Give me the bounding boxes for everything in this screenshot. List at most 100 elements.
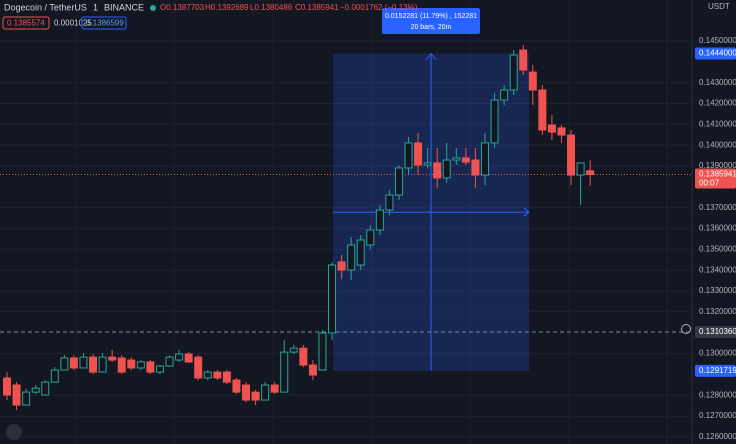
candle-body <box>337 261 346 271</box>
price-tag-label: 0.1291719 <box>699 366 736 375</box>
candle-body <box>471 159 480 176</box>
y-tick-label: 0.1280000 <box>699 390 736 399</box>
candles <box>3 45 595 411</box>
candle-body <box>22 391 31 406</box>
ohlc-value: O0.1387703 <box>160 3 205 12</box>
candle-body <box>442 159 451 179</box>
measure-text: 0.0152281 (11.79%) , 152281 <box>385 13 477 20</box>
candle-body <box>567 134 576 176</box>
measure-tooltip <box>382 8 480 34</box>
candle-body <box>60 357 69 371</box>
candle-body <box>31 387 40 393</box>
price-tag <box>695 47 736 60</box>
y-tick-label: 0.1300000 <box>699 349 736 358</box>
buy-price[interactable]: 0.1386599 <box>86 19 124 28</box>
candle-body <box>155 365 164 373</box>
candle-body <box>146 361 155 373</box>
price-tag <box>695 168 736 189</box>
candle-body <box>394 167 403 196</box>
axis-bg <box>692 0 736 444</box>
candle-body <box>318 332 327 371</box>
y-tick-label: 0.1420000 <box>699 99 736 108</box>
candle-body <box>538 89 547 131</box>
candle-body <box>289 347 298 353</box>
spread: 0.0001025 <box>54 19 92 28</box>
candle-body <box>347 244 356 271</box>
y-tick-label: 0.1270000 <box>699 411 736 420</box>
candle-body <box>127 359 136 369</box>
sell-price[interactable]: 0.1385574 <box>7 19 45 28</box>
candle-body <box>213 371 222 379</box>
candle-body <box>375 209 384 231</box>
sell-button[interactable] <box>2 16 50 30</box>
exchange: BINANCE <box>104 2 144 12</box>
add-button[interactable] <box>681 324 691 334</box>
candle-body <box>423 162 432 166</box>
y-tick-label: 0.1390000 <box>699 161 736 170</box>
ohlc-value: C0.1385941 <box>295 3 339 12</box>
candle-body <box>280 351 289 393</box>
candle-body <box>385 194 394 211</box>
ohlc-value: −0.0001762 (−0.13%) <box>340 3 418 12</box>
candle-body <box>528 71 537 91</box>
candle-body <box>41 381 50 396</box>
price-tag-label: 0.1385941 <box>699 170 736 179</box>
candle-body <box>481 142 489 176</box>
candle-body <box>12 384 21 406</box>
measure-subtext: 20 bars, 20m <box>411 24 452 31</box>
y-tick-label: 0.1360000 <box>699 224 736 233</box>
candle-body <box>232 379 241 393</box>
y-tick-label: 0.1370000 <box>699 203 736 212</box>
logo <box>6 424 22 440</box>
candle-body <box>3 377 11 396</box>
candle-body <box>509 54 518 91</box>
candle-body <box>452 157 461 161</box>
candle-body <box>490 99 499 144</box>
interval: 1 <box>93 2 98 12</box>
candle-body <box>404 142 413 169</box>
candle-body <box>222 371 231 383</box>
y-tick-label: 0.1410000 <box>699 119 736 128</box>
y-tick-label: 0.1320000 <box>699 307 736 316</box>
y-tick-label: 0.1340000 <box>699 265 736 274</box>
candle-body <box>242 384 250 401</box>
candle-body <box>270 384 279 393</box>
y-tick-label: 0.1350000 <box>699 245 736 254</box>
candle-body <box>414 142 423 166</box>
candle-body <box>108 356 117 361</box>
candle-body <box>299 347 308 366</box>
y-tick-label: 0.1330000 <box>699 286 736 295</box>
candle-body <box>79 356 88 369</box>
candle-body <box>586 170 595 176</box>
price-tag-label: 0.1310360 <box>699 327 736 336</box>
candle-body <box>69 357 78 369</box>
candle-body <box>519 49 528 71</box>
ohlc-value: H0.1392689 <box>205 3 249 12</box>
buy-button[interactable] <box>81 16 127 30</box>
countdown: 00:07 <box>699 179 720 188</box>
candle-body <box>194 356 203 379</box>
candle-body <box>251 391 260 401</box>
price-tag <box>695 325 736 338</box>
candle-body <box>356 239 365 266</box>
candle-body <box>117 357 126 373</box>
candle-body <box>203 371 212 379</box>
y-tick-label: 0.1450000 <box>699 36 736 45</box>
y-tick-label: 0.1260000 <box>699 432 736 441</box>
candle-body <box>261 384 270 401</box>
candle-body <box>308 364 317 376</box>
price-axis: 0.1260000 0.1270000 0.1280000 0.1300000 0.13… <box>691 0 736 444</box>
y-tick-label: 0.1430000 <box>699 78 736 87</box>
candle-body <box>433 162 442 179</box>
candle-body <box>175 353 184 361</box>
price-tag <box>695 364 736 377</box>
candle-body <box>89 356 98 373</box>
candle-body <box>547 124 556 133</box>
currency: USDT <box>708 2 730 11</box>
candle-body <box>576 162 585 176</box>
candle-body <box>461 157 470 163</box>
candle-body <box>328 264 337 334</box>
measure-arrow <box>425 52 530 217</box>
